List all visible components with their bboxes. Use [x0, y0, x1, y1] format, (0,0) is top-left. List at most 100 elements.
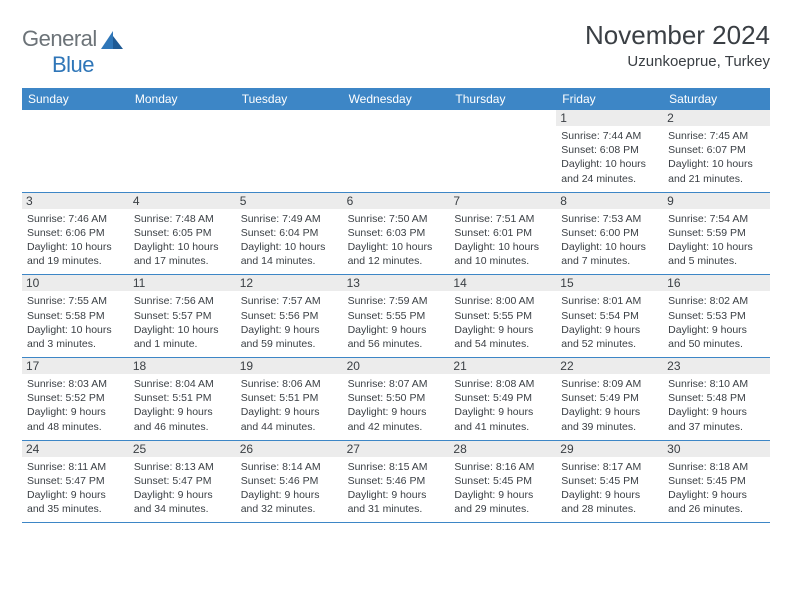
sunrise-line: Sunrise: 8:16 AM [454, 460, 551, 474]
sunset-line: Sunset: 5:59 PM [668, 226, 765, 240]
sunset-line: Sunset: 5:47 PM [27, 474, 124, 488]
sunrise-line: Sunrise: 7:49 AM [241, 212, 338, 226]
day-cell: 15Sunrise: 8:01 AMSunset: 5:54 PMDayligh… [556, 275, 663, 357]
sunset-line: Sunset: 5:57 PM [134, 309, 231, 323]
calendar-page: General November 2024 Uzunkoeprue, Turke… [0, 0, 792, 543]
daylight-line: Daylight: 9 hours and 28 minutes. [561, 488, 658, 516]
day-cell: 20Sunrise: 8:07 AMSunset: 5:50 PMDayligh… [343, 358, 450, 440]
sunset-line: Sunset: 5:50 PM [348, 391, 445, 405]
daylight-line: Daylight: 9 hours and 29 minutes. [454, 488, 551, 516]
day-cell-blank [236, 110, 343, 192]
day-number: 9 [663, 193, 770, 209]
week-row: 17Sunrise: 8:03 AMSunset: 5:52 PMDayligh… [22, 358, 770, 441]
day-cell: 25Sunrise: 8:13 AMSunset: 5:47 PMDayligh… [129, 441, 236, 523]
week-row: 24Sunrise: 8:11 AMSunset: 5:47 PMDayligh… [22, 441, 770, 524]
day-cell: 27Sunrise: 8:15 AMSunset: 5:46 PMDayligh… [343, 441, 450, 523]
day-number: 27 [343, 441, 450, 457]
day-cell: 24Sunrise: 8:11 AMSunset: 5:47 PMDayligh… [22, 441, 129, 523]
day-number: 18 [129, 358, 236, 374]
day-number: 26 [236, 441, 343, 457]
daylight-line: Daylight: 9 hours and 41 minutes. [454, 405, 551, 433]
sunrise-line: Sunrise: 7:45 AM [668, 129, 765, 143]
day-number: 12 [236, 275, 343, 291]
day-cell: 28Sunrise: 8:16 AMSunset: 5:45 PMDayligh… [449, 441, 556, 523]
day-cell: 3Sunrise: 7:46 AMSunset: 6:06 PMDaylight… [22, 193, 129, 275]
sunset-line: Sunset: 5:56 PM [241, 309, 338, 323]
sunrise-line: Sunrise: 7:53 AM [561, 212, 658, 226]
sunrise-line: Sunrise: 8:11 AM [27, 460, 124, 474]
sunset-line: Sunset: 6:03 PM [348, 226, 445, 240]
day-number: 11 [129, 275, 236, 291]
sunrise-line: Sunrise: 8:15 AM [348, 460, 445, 474]
sunrise-line: Sunrise: 8:01 AM [561, 294, 658, 308]
daylight-line: Daylight: 10 hours and 24 minutes. [561, 157, 658, 185]
day-cell: 10Sunrise: 7:55 AMSunset: 5:58 PMDayligh… [22, 275, 129, 357]
sunrise-line: Sunrise: 7:51 AM [454, 212, 551, 226]
day-number: 19 [236, 358, 343, 374]
day-cell: 23Sunrise: 8:10 AMSunset: 5:48 PMDayligh… [663, 358, 770, 440]
title-block: November 2024 Uzunkoeprue, Turkey [585, 20, 770, 70]
sunrise-line: Sunrise: 7:54 AM [668, 212, 765, 226]
logo: General [22, 26, 125, 52]
day-cell: 9 Sunrise: 7:54 AMSunset: 5:59 PMDaylight… [663, 193, 770, 275]
sunset-line: Sunset: 6:06 PM [27, 226, 124, 240]
daylight-line: Daylight: 10 hours and 14 minutes. [241, 240, 338, 268]
month-title: November 2024 [585, 20, 770, 51]
weekday-header: Wednesday [343, 88, 450, 110]
weekday-header: Friday [556, 88, 663, 110]
day-cell: 19 Sunrise: 8:06 AMSunset: 5:51 PMDayligh… [236, 358, 343, 440]
sunset-line: Sunset: 5:49 PM [561, 391, 658, 405]
sunrise-line: Sunrise: 8:08 AM [454, 377, 551, 391]
location: Uzunkoeprue, Turkey [585, 53, 770, 70]
sunrise-line: Sunrise: 7:50 AM [348, 212, 445, 226]
day-number: 8 [556, 193, 663, 209]
daylight-line: Daylight: 10 hours and 19 minutes. [27, 240, 124, 268]
sunrise-line: Sunrise: 7:59 AM [348, 294, 445, 308]
sunset-line: Sunset: 5:48 PM [668, 391, 765, 405]
sunrise-line: Sunrise: 8:18 AM [668, 460, 765, 474]
daylight-line: Daylight: 9 hours and 32 minutes. [241, 488, 338, 516]
day-cell: 8Sunrise: 7:53 AMSunset: 6:00 PMDaylight… [556, 193, 663, 275]
day-cell: 6Sunrise: 7:50 AMSunset: 6:03 PMDaylight… [343, 193, 450, 275]
daylight-line: Daylight: 10 hours and 5 minutes. [668, 240, 765, 268]
day-number: 20 [343, 358, 450, 374]
sunrise-line: Sunrise: 8:14 AM [241, 460, 338, 474]
sunset-line: Sunset: 5:55 PM [454, 309, 551, 323]
daylight-line: Daylight: 10 hours and 12 minutes. [348, 240, 445, 268]
daylight-line: Daylight: 9 hours and 34 minutes. [134, 488, 231, 516]
daylight-line: Daylight: 9 hours and 35 minutes. [27, 488, 124, 516]
sunrise-line: Sunrise: 8:02 AM [668, 294, 765, 308]
day-cell-blank [449, 110, 556, 192]
daylight-line: Daylight: 9 hours and 44 minutes. [241, 405, 338, 433]
day-cell: 7Sunrise: 7:51 AMSunset: 6:01 PMDaylight… [449, 193, 556, 275]
day-number: 7 [449, 193, 556, 209]
day-number: 13 [343, 275, 450, 291]
sunset-line: Sunset: 6:08 PM [561, 143, 658, 157]
daylight-line: Daylight: 9 hours and 26 minutes. [668, 488, 765, 516]
day-cell: 16Sunrise: 8:02 AMSunset: 5:53 PMDayligh… [663, 275, 770, 357]
day-number: 2 [663, 110, 770, 126]
sunset-line: Sunset: 5:51 PM [241, 391, 338, 405]
day-number: 1 [556, 110, 663, 126]
day-cell: 30Sunrise: 8:18 AMSunset: 5:45 PMDayligh… [663, 441, 770, 523]
daylight-line: Daylight: 9 hours and 54 minutes. [454, 323, 551, 351]
daylight-line: Daylight: 10 hours and 3 minutes. [27, 323, 124, 351]
day-number: 23 [663, 358, 770, 374]
weekday-header: Tuesday [236, 88, 343, 110]
sunrise-line: Sunrise: 8:06 AM [241, 377, 338, 391]
sunset-line: Sunset: 5:58 PM [27, 309, 124, 323]
day-cell: 17Sunrise: 8:03 AMSunset: 5:52 PMDayligh… [22, 358, 129, 440]
daylight-line: Daylight: 9 hours and 42 minutes. [348, 405, 445, 433]
sunset-line: Sunset: 5:53 PM [668, 309, 765, 323]
day-cell: 18Sunrise: 8:04 AMSunset: 5:51 PMDayligh… [129, 358, 236, 440]
day-number: 15 [556, 275, 663, 291]
sunrise-line: Sunrise: 7:44 AM [561, 129, 658, 143]
daylight-line: Daylight: 9 hours and 39 minutes. [561, 405, 658, 433]
sunrise-line: Sunrise: 7:57 AM [241, 294, 338, 308]
daylight-line: Daylight: 9 hours and 52 minutes. [561, 323, 658, 351]
sunset-line: Sunset: 6:07 PM [668, 143, 765, 157]
sunrise-line: Sunrise: 7:56 AM [134, 294, 231, 308]
day-number: 22 [556, 358, 663, 374]
daylight-line: Daylight: 9 hours and 56 minutes. [348, 323, 445, 351]
sunset-line: Sunset: 5:46 PM [348, 474, 445, 488]
